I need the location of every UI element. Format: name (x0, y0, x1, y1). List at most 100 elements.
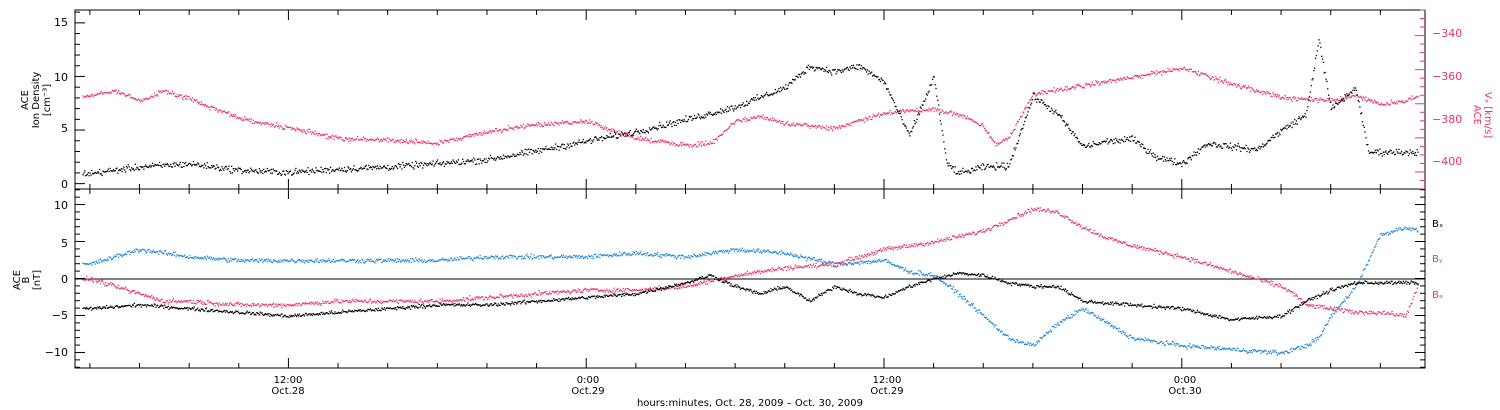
data-point (1182, 67, 1185, 69)
data-point (212, 106, 214, 108)
data-point (875, 75, 877, 78)
data-point (1365, 264, 1367, 267)
data-point (332, 258, 334, 261)
data-point (1284, 350, 1286, 352)
data-point (1316, 336, 1318, 338)
data-point (1086, 83, 1088, 85)
data-point (858, 64, 860, 66)
data-point (687, 143, 689, 145)
data-point (1159, 341, 1161, 343)
data-point (695, 145, 697, 148)
data-point (191, 302, 193, 304)
data-point (784, 124, 786, 126)
data-point (403, 141, 406, 143)
data-point (1346, 93, 1348, 95)
data-point (1155, 156, 1157, 158)
data-point (649, 253, 651, 256)
data-point (1107, 323, 1109, 325)
data-point (127, 289, 129, 292)
data-point (948, 162, 950, 164)
data-point (1197, 70, 1199, 73)
data-point (646, 130, 648, 133)
data-point (329, 260, 331, 262)
top-ytick-label: 10 (54, 71, 68, 84)
data-point (981, 169, 983, 171)
data-point (237, 117, 239, 119)
data-point (1413, 97, 1415, 99)
data-point (823, 70, 825, 73)
data-point (426, 142, 428, 145)
data-point (1074, 88, 1076, 90)
data-point (853, 120, 855, 123)
data-point (1342, 98, 1344, 100)
data-point (1164, 159, 1166, 161)
data-point (328, 258, 330, 260)
data-point (125, 286, 127, 288)
data-point (1296, 346, 1298, 348)
data-point (772, 117, 774, 119)
data-point (1264, 349, 1266, 352)
data-point (733, 123, 736, 126)
data-point (642, 139, 644, 141)
data-point (1123, 331, 1125, 333)
data-point (1367, 150, 1370, 152)
data-point (418, 141, 420, 143)
data-point (183, 165, 185, 168)
data-point (351, 258, 353, 260)
data-point (468, 160, 470, 162)
data-point (1090, 146, 1092, 148)
data-point (922, 109, 924, 111)
data-point (814, 69, 816, 71)
data-point (1358, 101, 1360, 103)
data-point (1031, 99, 1034, 101)
data-point (776, 121, 778, 123)
data-point (702, 144, 704, 146)
data-point (941, 280, 943, 282)
data-point (320, 134, 322, 137)
data-point (1207, 346, 1209, 348)
data-point (1180, 163, 1182, 165)
data-point (634, 131, 636, 133)
data-point (240, 117, 242, 119)
data-point (1318, 336, 1320, 338)
data-point (1073, 85, 1075, 88)
data-point (1082, 309, 1084, 311)
data-point (491, 157, 493, 159)
data-point (438, 143, 440, 146)
data-point (224, 258, 227, 261)
data-point (167, 164, 169, 166)
data-point (581, 141, 584, 143)
data-point (343, 259, 346, 262)
data-point (1367, 263, 1369, 265)
data-point (1129, 334, 1131, 336)
data-point (1139, 339, 1141, 341)
data-point (806, 259, 808, 262)
data-point (1002, 166, 1004, 168)
data-point (1347, 296, 1350, 299)
data-point (1029, 99, 1031, 101)
data-point (1241, 87, 1243, 89)
data-point (961, 114, 963, 116)
data-point (853, 67, 855, 69)
data-point (773, 251, 775, 253)
data-point (1256, 150, 1258, 152)
data-point (983, 314, 985, 316)
data-point (682, 143, 684, 146)
data-point (1159, 70, 1161, 72)
data-point (1149, 149, 1152, 151)
data-point (228, 261, 230, 263)
data-point (880, 114, 882, 116)
data-point (681, 254, 684, 256)
top-right-ytick-label: −380 (1432, 113, 1462, 126)
data-point (970, 304, 972, 306)
data-point (944, 111, 947, 113)
data-point (628, 131, 631, 133)
data-point (1398, 148, 1400, 151)
data-point (1399, 152, 1401, 154)
data-point (244, 118, 247, 121)
data-point (301, 169, 303, 171)
data-point (382, 260, 384, 263)
data-point (952, 286, 954, 288)
data-point (634, 254, 637, 256)
data-point (109, 256, 111, 258)
